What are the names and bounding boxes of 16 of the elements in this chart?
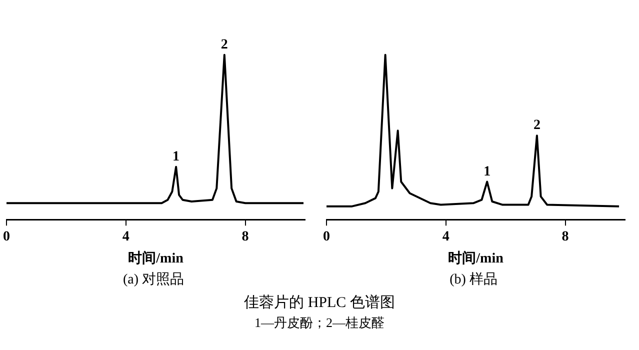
x-axis-title: 时间/min bbox=[448, 250, 504, 266]
annotation: 1 bbox=[484, 164, 491, 180]
x-tick-label: 0 bbox=[323, 230, 330, 245]
x-tick-label: 8 bbox=[242, 230, 249, 245]
x-tick-label: 4 bbox=[122, 230, 130, 245]
annotation: 1 bbox=[172, 150, 180, 165]
x-tick-label: 4 bbox=[442, 230, 450, 245]
text: 1—丹皮酚；2—桂皮醛 bbox=[254, 314, 386, 332]
x-axis-title: 时间/min bbox=[128, 250, 184, 266]
x-tick-label: 8 bbox=[562, 230, 569, 245]
x-tick-label: 0 bbox=[3, 230, 10, 245]
annotation: 2 bbox=[533, 118, 540, 134]
text: (a) 对照品 bbox=[122, 271, 184, 288]
annotation: 2 bbox=[220, 38, 228, 53]
text: 佳蓉片的 HPLC 色谱图 bbox=[243, 294, 396, 313]
text: (b) 样品 bbox=[450, 271, 498, 288]
